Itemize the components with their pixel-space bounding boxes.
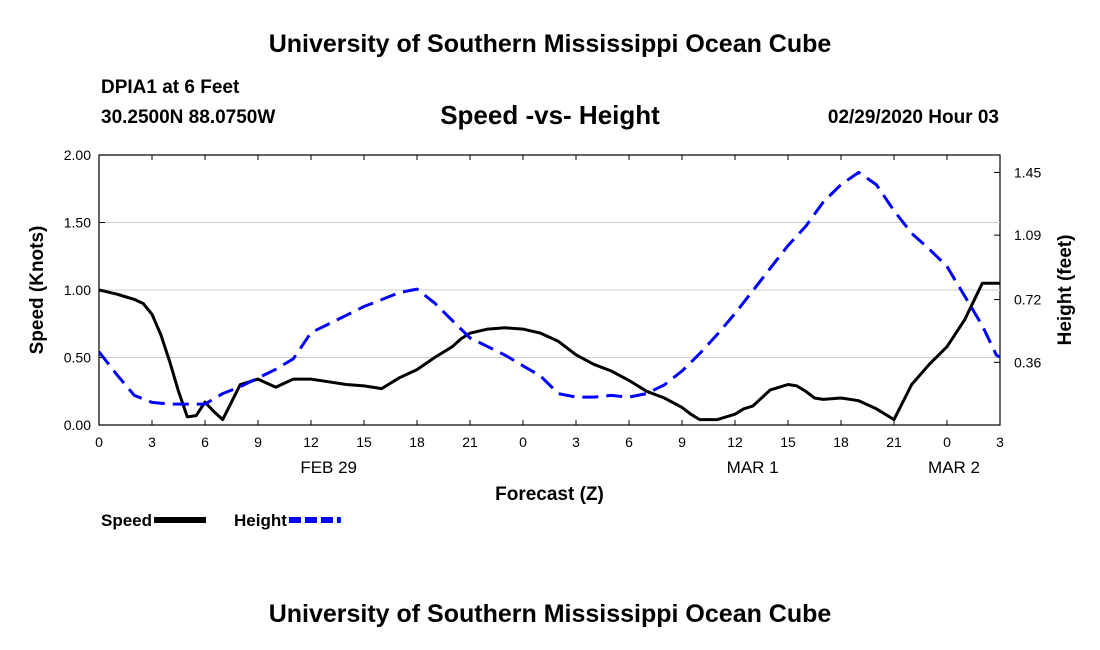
y-tick-label: 0.50 xyxy=(64,350,91,366)
series-line-height xyxy=(99,170,1000,406)
date-label: MAR 2 xyxy=(928,458,980,477)
x-tick-label: 12 xyxy=(303,434,319,450)
y2-tick-label: 0.72 xyxy=(1014,292,1041,308)
datetime-label: 02/29/2020 Hour 03 xyxy=(827,107,999,128)
date-label: MAR 1 xyxy=(727,458,779,477)
y-tick-label: 0.00 xyxy=(64,417,91,433)
x-tick-label: 0 xyxy=(943,434,951,450)
x-tick-label: 21 xyxy=(886,434,902,450)
x-tick-label: 0 xyxy=(95,434,103,450)
legend-label: Height xyxy=(234,511,287,530)
y2-tick-label: 0.36 xyxy=(1014,354,1041,370)
y-tick-label: 1.50 xyxy=(64,215,91,231)
y2-tick-label: 1.09 xyxy=(1014,227,1041,243)
y2-tick-label: 1.45 xyxy=(1014,164,1041,180)
x-tick-label: 21 xyxy=(462,434,478,450)
footer-title: University of Southern Mississippi Ocean… xyxy=(268,600,832,628)
chart-title: Speed -vs- Height xyxy=(440,100,660,130)
page-title: University of Southern Mississippi Ocean… xyxy=(268,30,832,58)
y-tick-label: 2.00 xyxy=(64,147,91,163)
x-tick-label: 15 xyxy=(356,434,372,450)
x-axis-title: Forecast (Z) xyxy=(495,484,604,505)
legend-label: Speed xyxy=(101,511,152,530)
x-tick-label: 18 xyxy=(409,434,425,450)
x-tick-label: 18 xyxy=(833,434,849,450)
date-label: FEB 29 xyxy=(300,458,357,477)
x-tick-label: 15 xyxy=(780,434,796,450)
station-label: DPIA1 at 6 Feet xyxy=(101,77,240,98)
x-tick-label: 12 xyxy=(727,434,743,450)
x-tick-label: 6 xyxy=(625,434,633,450)
x-tick-label: 3 xyxy=(148,434,156,450)
y2-axis-title: Height (feet) xyxy=(1055,235,1076,346)
y-tick-label: 1.00 xyxy=(64,282,91,298)
location-label: 30.2500N 88.0750W xyxy=(101,107,276,128)
x-tick-label: 0 xyxy=(519,434,527,450)
y-axis-title: Speed (Knots) xyxy=(27,226,48,355)
x-tick-label: 6 xyxy=(201,434,209,450)
x-tick-label: 9 xyxy=(254,434,262,450)
x-tick-label: 9 xyxy=(678,434,686,450)
x-tick-label: 3 xyxy=(996,434,1004,450)
series-line-speed xyxy=(99,281,1000,422)
x-tick-label: 3 xyxy=(572,434,580,450)
